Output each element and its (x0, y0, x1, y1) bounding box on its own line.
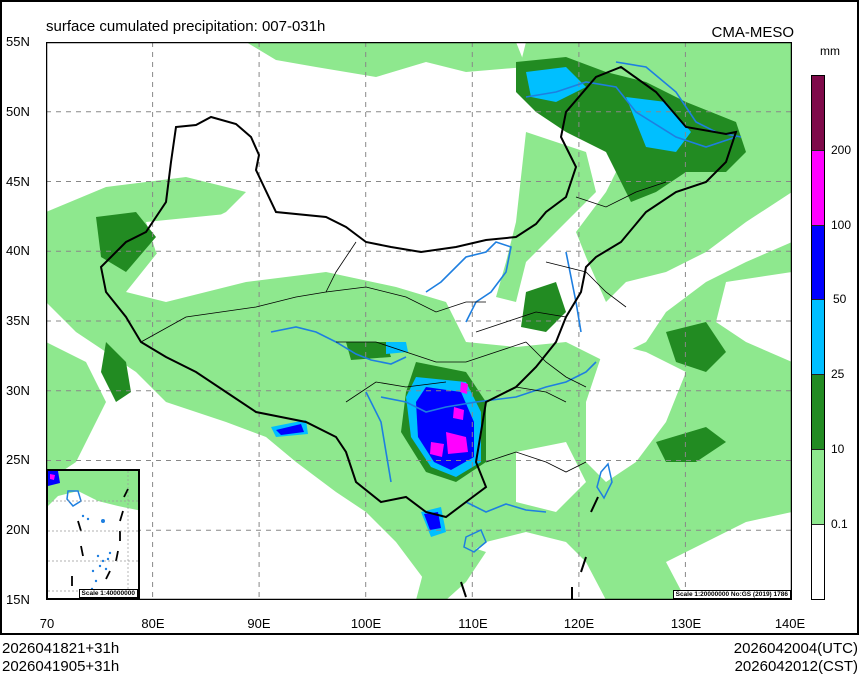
inset-canvas (48, 471, 138, 598)
x-tick-130e: 130E (670, 616, 702, 631)
y-tick-15n: 15N (6, 592, 30, 607)
provincial-borders (140, 181, 667, 473)
init-time-utc: 2026041821+31h (2, 640, 120, 657)
colorbar-segment-100-200 (812, 151, 824, 226)
x-tick-80e: 80E (141, 616, 165, 631)
chart-title: surface cumulated precipitation: 007-031… (46, 18, 326, 35)
y-tick-40n: 40N (6, 243, 30, 258)
colorbar-unit: mm (820, 44, 840, 58)
inset-map: Scale 1:40000000 (46, 469, 140, 600)
no-precip-gaps (146, 212, 792, 600)
rivers (270, 61, 742, 513)
colorbar (811, 75, 825, 600)
colorbar-segment-25-50 (812, 300, 824, 375)
precipitation-map: Scale 1:40000000 Scale 1:20000000 No:GS … (46, 42, 792, 600)
colorbar-label-100: 100 (831, 218, 852, 232)
y-tick-30n: 30N (6, 383, 30, 398)
colorbar-label-50: 50 (833, 292, 847, 306)
colorbar-segment-10-25 (812, 375, 824, 450)
colorbar-segment-0-1-10 (812, 450, 824, 525)
valid-time-utc: 2026042004(UTC) (733, 640, 858, 657)
init-time-cst: 2026041905+31h (2, 658, 120, 675)
colorbar-label-10: 10 (831, 442, 845, 456)
y-tick-55n: 55N (6, 34, 30, 49)
colorbar-label-25: 25 (831, 367, 845, 381)
colorbar-segment-50-100 (812, 226, 824, 300)
x-tick-110e: 110E (458, 616, 488, 631)
main-scale-label: Scale 1:20000000 No:GS (2019) 1786 (672, 590, 791, 599)
y-tick-25n: 25N (6, 452, 30, 467)
national-border (99, 65, 738, 519)
footer-right: 2026042004(UTC) 2026042012(CST) (734, 640, 858, 676)
taiwan-outline (596, 462, 613, 500)
colorbar-label-0-1: 0.1 (831, 517, 848, 531)
y-tick-35n: 35N (6, 313, 30, 328)
x-tick-70: 70 (39, 616, 55, 631)
hainan-outline (463, 528, 487, 553)
precip-100-200-layer (430, 382, 468, 457)
colorbar-label-200: 200 (831, 143, 852, 157)
x-tick-140e: 140E (774, 616, 806, 631)
y-tick-45n: 45N (6, 174, 30, 189)
footer-left: 2026041821+31h 2026041905+31h (2, 640, 119, 676)
valid-time-cst: 2026042012(CST) (734, 658, 858, 675)
map-canvas (46, 42, 792, 600)
x-tick-100e: 100E (350, 616, 382, 631)
x-tick-120e: 120E (563, 616, 595, 631)
y-tick-20n: 20N (6, 522, 30, 537)
colorbar-segment-200-plus (812, 76, 824, 151)
x-tick-90e: 90E (247, 616, 271, 631)
inset-scale-label: Scale 1:40000000 (78, 589, 138, 598)
model-name: CMA-MESO (711, 24, 795, 41)
colorbar-segment-below-0-1 (812, 525, 824, 599)
maritime-dashes (460, 496, 599, 600)
y-tick-50n: 50N (6, 104, 30, 119)
